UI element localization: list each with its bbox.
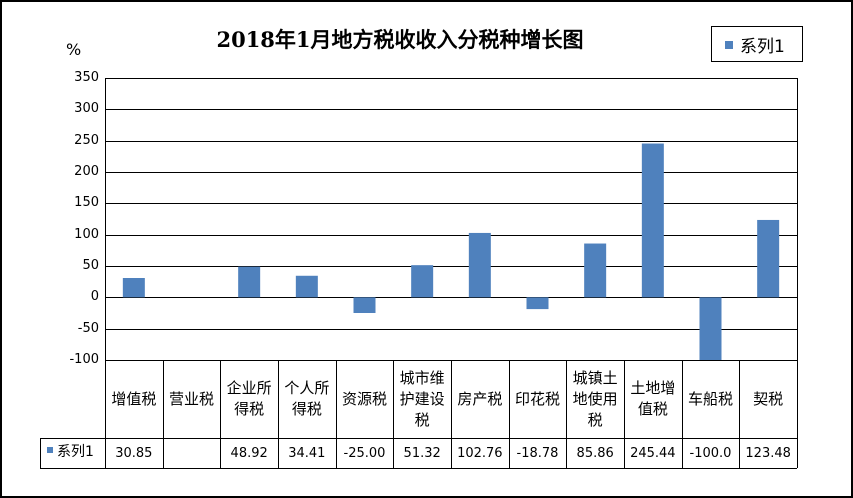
- legend: 系列1: [711, 26, 803, 62]
- category-label: 城镇土 地使用税: [572, 368, 618, 429]
- bar-11: [757, 219, 780, 298]
- data-table-value: 123.48: [745, 446, 791, 461]
- data-table-value: -100.0: [689, 446, 732, 461]
- category-label: 印花税: [514, 389, 560, 408]
- bar-2: [238, 266, 261, 298]
- y-tick-label: -100: [69, 352, 99, 367]
- bar-10: [699, 297, 722, 360]
- data-table-value: 102.76: [457, 446, 503, 461]
- category-label: 营业税: [168, 389, 214, 408]
- bar-8: [584, 243, 607, 298]
- data-table-value: 245.44: [630, 446, 676, 461]
- category-label: 车船税: [687, 389, 733, 408]
- category-label: 土地增 值税: [630, 379, 676, 418]
- y-tick-label: 300: [74, 101, 99, 117]
- data-table-value: 51.32: [403, 446, 441, 461]
- bar-9: [641, 143, 664, 298]
- legend-swatch: [725, 41, 733, 49]
- bar-7: [526, 297, 549, 310]
- category-label: 契税: [753, 389, 784, 408]
- data-table-value: 30.85: [115, 446, 153, 461]
- category-label: 个人所 得税: [284, 379, 330, 418]
- bar-3: [295, 275, 318, 298]
- legend-label: 系列1: [740, 37, 785, 57]
- data-table-value: 34.41: [288, 446, 326, 461]
- data-table-series-swatch: [47, 447, 53, 453]
- data-table-value: -25.00: [343, 446, 386, 461]
- y-tick-label: 200: [74, 164, 99, 179]
- data-table-value: 85.86: [576, 446, 614, 461]
- category-label: 城市维 护建设税: [399, 368, 445, 429]
- data-table-value: -18.78: [516, 446, 559, 461]
- bar-4: [353, 297, 376, 313]
- y-tick-label: -50: [77, 320, 99, 336]
- bar-0: [122, 278, 145, 298]
- y-tick-label: 350: [74, 70, 99, 85]
- y-tick-label: 50: [82, 258, 99, 273]
- category-label: 企业所 得税: [226, 379, 272, 418]
- category-label: 资源税: [341, 389, 387, 408]
- data-table-series-label: 系列1: [57, 444, 94, 460]
- y-tick-label: 150: [74, 195, 99, 211]
- y-tick-label: 250: [74, 132, 99, 148]
- category-label: 房产税: [457, 389, 503, 408]
- data-table-value: 48.92: [230, 446, 268, 461]
- bar-5: [411, 265, 434, 298]
- category-label: 增值税: [111, 389, 157, 408]
- bar-6: [468, 232, 491, 298]
- y-tick-label: 0: [90, 289, 99, 305]
- y-tick-label: 100: [74, 226, 99, 242]
- y-axis-unit-label: %: [66, 40, 82, 59]
- chart-title: 2018年1月地方税收收入分税种增长图: [216, 27, 584, 52]
